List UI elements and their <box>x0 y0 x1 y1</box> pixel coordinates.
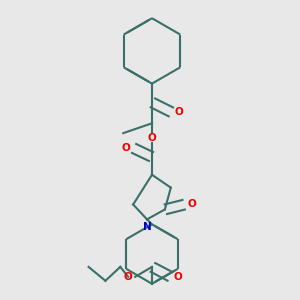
Text: O: O <box>188 200 196 209</box>
Text: O: O <box>123 272 132 282</box>
Text: N: N <box>143 222 152 232</box>
Text: O: O <box>175 107 184 117</box>
Text: O: O <box>148 133 156 143</box>
Text: O: O <box>174 272 182 282</box>
Text: O: O <box>122 143 130 153</box>
